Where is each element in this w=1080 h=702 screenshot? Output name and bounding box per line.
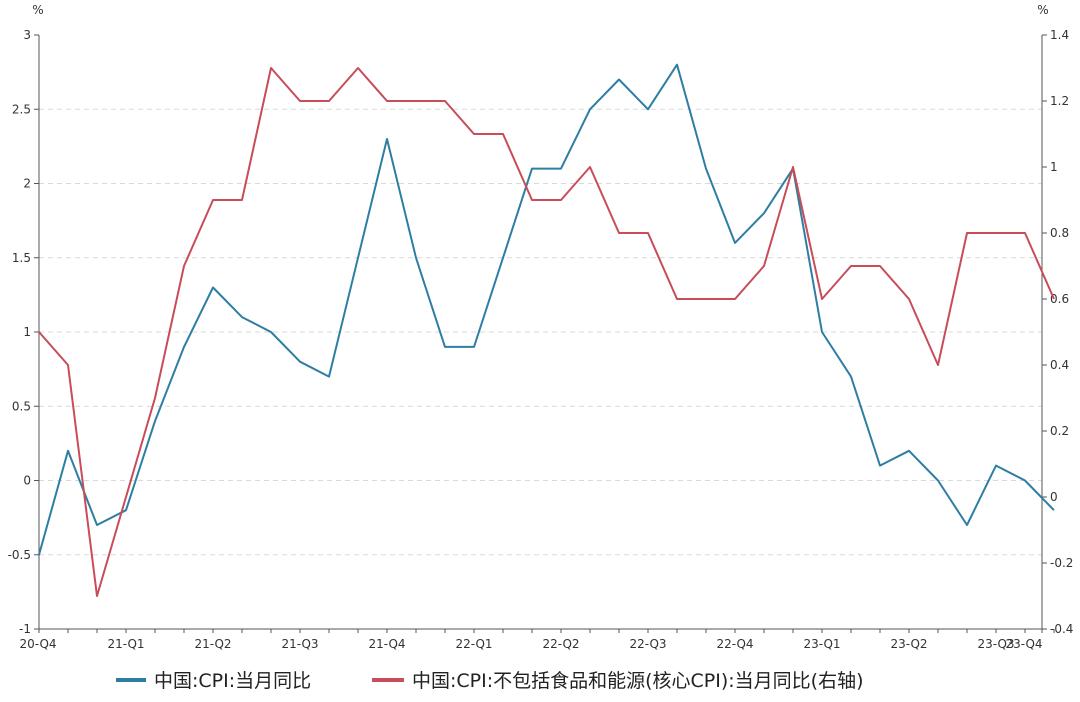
x-tick-label: 21-Q3 [281,637,318,651]
series-line-1 [38,67,1055,597]
x-tick-label: 22-Q1 [455,637,492,651]
x-tick-label: 20-Q4 [19,637,56,651]
right-tick-label: 0.4 [1050,358,1069,372]
right-tick-label: 1 [1050,160,1058,174]
right-tick-label: 1.4 [1050,28,1069,42]
left-axis-unit: % [32,3,43,17]
x-tick-label: 22-Q3 [629,637,666,651]
left-tick-label: 2.5 [12,102,31,116]
x-tick-label: 22-Q4 [716,637,753,651]
legend-item-cpi: 中国:CPI:当月同比 [116,670,311,692]
right-axis-unit: % [1037,3,1048,17]
left-tick-label: 2 [23,177,31,191]
axes [38,35,1043,630]
right-tick-label: 0.8 [1050,226,1069,240]
right-tick-label: 0.2 [1050,424,1069,438]
right-tick-label: 0.6 [1050,292,1069,306]
right-axis-ticks: 1.4 1.2 1 0.8 0.6 0.4 0.2 0 -0.2 -0.4 [1042,28,1073,636]
left-tick-label: -1 [19,622,31,636]
left-tick-label: 1.5 [12,251,31,265]
gridlines [39,108,1042,556]
x-tick-label: 23-Q1 [803,637,840,651]
series-line-0 [38,63,1055,556]
right-tick-label: 1.2 [1050,94,1069,108]
legend-label-core-cpi: 中国:CPI:不包括食品和能源(核心CPI):当月同比(右轴) [412,670,864,692]
x-axis-ticks: 20-Q4 21-Q1 21-Q2 21-Q3 21-Q4 22-Q1 22-Q2 22-Q3… [19,629,1055,651]
x-tick-label: 23-Q2 [890,637,927,651]
x-tick-label: 23-Q4 [1005,637,1042,651]
right-tick-label: -0.2 [1050,556,1073,570]
legend-label-cpi: 中国:CPI:当月同比 [154,670,311,692]
x-tick-label: 21-Q2 [194,637,231,651]
x-tick-label: 22-Q2 [542,637,579,651]
left-tick-label: 3 [23,28,31,42]
left-tick-label: 0 [23,474,31,488]
series-lines [38,63,1055,597]
right-tick-label: -0.4 [1050,622,1073,636]
left-tick-label: 0.5 [12,399,31,413]
x-tick-label: 21-Q4 [368,637,405,651]
left-axis-ticks: 3 2.5 2 1.5 1 0.5 0 -0.5 -1 [8,28,39,636]
right-tick-label: 0 [1050,490,1058,504]
x-tick-label: 23-Q3 [977,637,1014,651]
legend-item-core-cpi: 中国:CPI:不包括食品和能源(核心CPI):当月同比(右轴) [372,670,864,692]
legend: 中国:CPI:当月同比 中国:CPI:不包括食品和能源(核心CPI):当月同比(… [116,670,864,692]
left-tick-label: -0.5 [8,548,31,562]
x-tick-label: 21-Q1 [107,637,144,651]
left-tick-label: 1 [23,325,31,339]
